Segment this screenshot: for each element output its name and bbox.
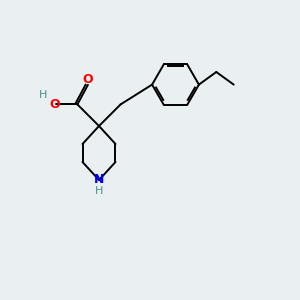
Text: N: N bbox=[94, 173, 104, 187]
Text: H: H bbox=[95, 186, 103, 197]
Text: O: O bbox=[49, 98, 60, 111]
Text: O: O bbox=[82, 73, 93, 86]
Text: H: H bbox=[39, 90, 47, 100]
